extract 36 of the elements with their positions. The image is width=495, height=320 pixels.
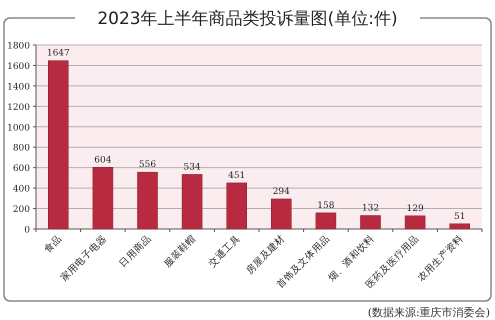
y-tick-label: 1400 — [7, 82, 30, 92]
data-label: 129 — [406, 204, 424, 214]
y-tick-label: 600 — [12, 164, 30, 174]
y-tick-label: 400 — [12, 184, 30, 195]
y-tick-label: 800 — [12, 144, 30, 154]
x-tick-label: 服装鞋帽 — [161, 232, 198, 270]
x-tick-label: 交通工具 — [206, 232, 243, 270]
y-tick-label: 1200 — [7, 102, 30, 113]
chart-title: 2023年上半年商品类投诉量图(单位:件) — [97, 9, 398, 29]
x-tick-label: 日用商品 — [116, 232, 154, 270]
bar — [449, 224, 470, 230]
bar — [360, 215, 381, 230]
bar — [404, 216, 426, 230]
data-label: 451 — [228, 170, 246, 181]
bar — [92, 167, 114, 230]
data-label: 51 — [454, 212, 466, 222]
y-tick-label: 1800 — [7, 42, 30, 52]
y-tick-label: 200 — [12, 205, 30, 216]
data-label: 132 — [362, 204, 380, 214]
bar — [316, 212, 336, 230]
bar — [182, 174, 202, 230]
data-label: 556 — [138, 160, 156, 170]
y-tick-label: 1000 — [7, 123, 30, 134]
data-label: 534 — [184, 162, 201, 172]
x-tick-label: 食品 — [42, 232, 64, 256]
data-label: 1647 — [46, 48, 70, 59]
bar — [48, 60, 69, 230]
text: (数据来源:重庆市消委会) — [368, 306, 490, 319]
data-label: 158 — [317, 200, 335, 211]
y-tick-label: 0 — [24, 226, 30, 236]
bar — [226, 182, 247, 230]
bar — [137, 172, 158, 230]
data-label: 604 — [94, 155, 112, 166]
y-tick-label: 1600 — [7, 62, 30, 72]
data-label: 294 — [272, 186, 290, 197]
bar — [271, 198, 292, 230]
